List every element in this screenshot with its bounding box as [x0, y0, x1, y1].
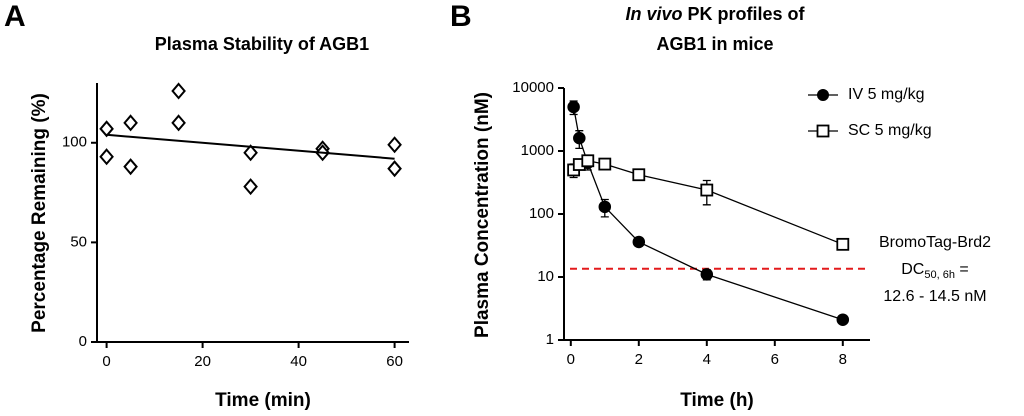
diamond-point [243, 144, 258, 162]
x-tick-label: 0 [567, 351, 575, 368]
square-point [700, 183, 714, 197]
x-axis-title: Time (min) [215, 390, 311, 411]
x-tick-label: 60 [386, 353, 403, 370]
diamond-point [123, 114, 138, 132]
y-tick-label: 0 [79, 333, 87, 350]
diamond-point [171, 114, 186, 132]
annotation: BromoTag-Brd2 [879, 234, 991, 251]
x-tick-label: 20 [194, 353, 211, 370]
square-point [581, 154, 595, 168]
annotation: 12.6 - 14.5 nM [883, 288, 986, 305]
series-line [572, 106, 844, 321]
x-tick-label: 2 [635, 351, 643, 368]
square-point [632, 168, 646, 182]
title-italic: In vivo [625, 4, 682, 24]
y-tick-label: 10000 [512, 79, 554, 96]
panel-label: A [4, 0, 26, 33]
square-point [598, 157, 612, 171]
circle-point [567, 100, 580, 114]
x-tick-label: 6 [771, 351, 779, 368]
annotation-main: DC [901, 261, 924, 278]
circle-point [598, 200, 612, 214]
y-axis-title: Plasma Concentration (nM) [472, 92, 493, 338]
y-tick-label: 1 [546, 331, 554, 348]
x-tick-label: 0 [102, 353, 110, 370]
x-tick-label: 4 [703, 351, 711, 368]
legend-marker [816, 124, 830, 138]
chart-title: In vivo PK profiles of [625, 4, 805, 24]
legend-marker [817, 89, 829, 101]
circle-point [573, 131, 586, 145]
annotation-end: = [955, 261, 969, 278]
x-tick-label: 8 [839, 351, 847, 368]
y-tick-label: 10 [537, 268, 554, 285]
y-tick-label: 50 [70, 233, 87, 250]
y-tick-label: 100 [529, 205, 554, 222]
x-axis-title: Time (h) [680, 390, 754, 411]
annotation-sub: 50, 6h [924, 269, 955, 281]
panel-label: B [450, 0, 472, 33]
title-rest: PK profiles of [683, 4, 806, 24]
y-tick-label: 100 [62, 134, 87, 151]
diamond-point [171, 82, 186, 100]
diamond-point [99, 148, 114, 166]
series-line [573, 160, 844, 245]
y-axis-title: Percentage Remaining (%) [29, 93, 50, 333]
legend-label: IV 5 mg/kg [848, 86, 924, 103]
chart-title: AGB1 in mice [656, 34, 773, 54]
diamond-point [123, 158, 138, 176]
legend-label: SC 5 mg/kg [848, 122, 932, 139]
chart-title: Plasma Stability of AGB1 [155, 34, 369, 54]
y-tick-label: 1000 [521, 142, 554, 159]
diamond-point [387, 160, 402, 178]
x-tick-label: 40 [290, 353, 307, 370]
circle-point [836, 313, 850, 326]
series-line [106, 133, 395, 160]
diamond-point [387, 136, 402, 154]
diamond-point [99, 120, 114, 138]
square-point [836, 237, 850, 251]
diamond-point [243, 178, 258, 196]
circle-point [632, 235, 646, 249]
circle-point [700, 268, 714, 281]
annotation: DC50, 6h = [901, 261, 969, 281]
